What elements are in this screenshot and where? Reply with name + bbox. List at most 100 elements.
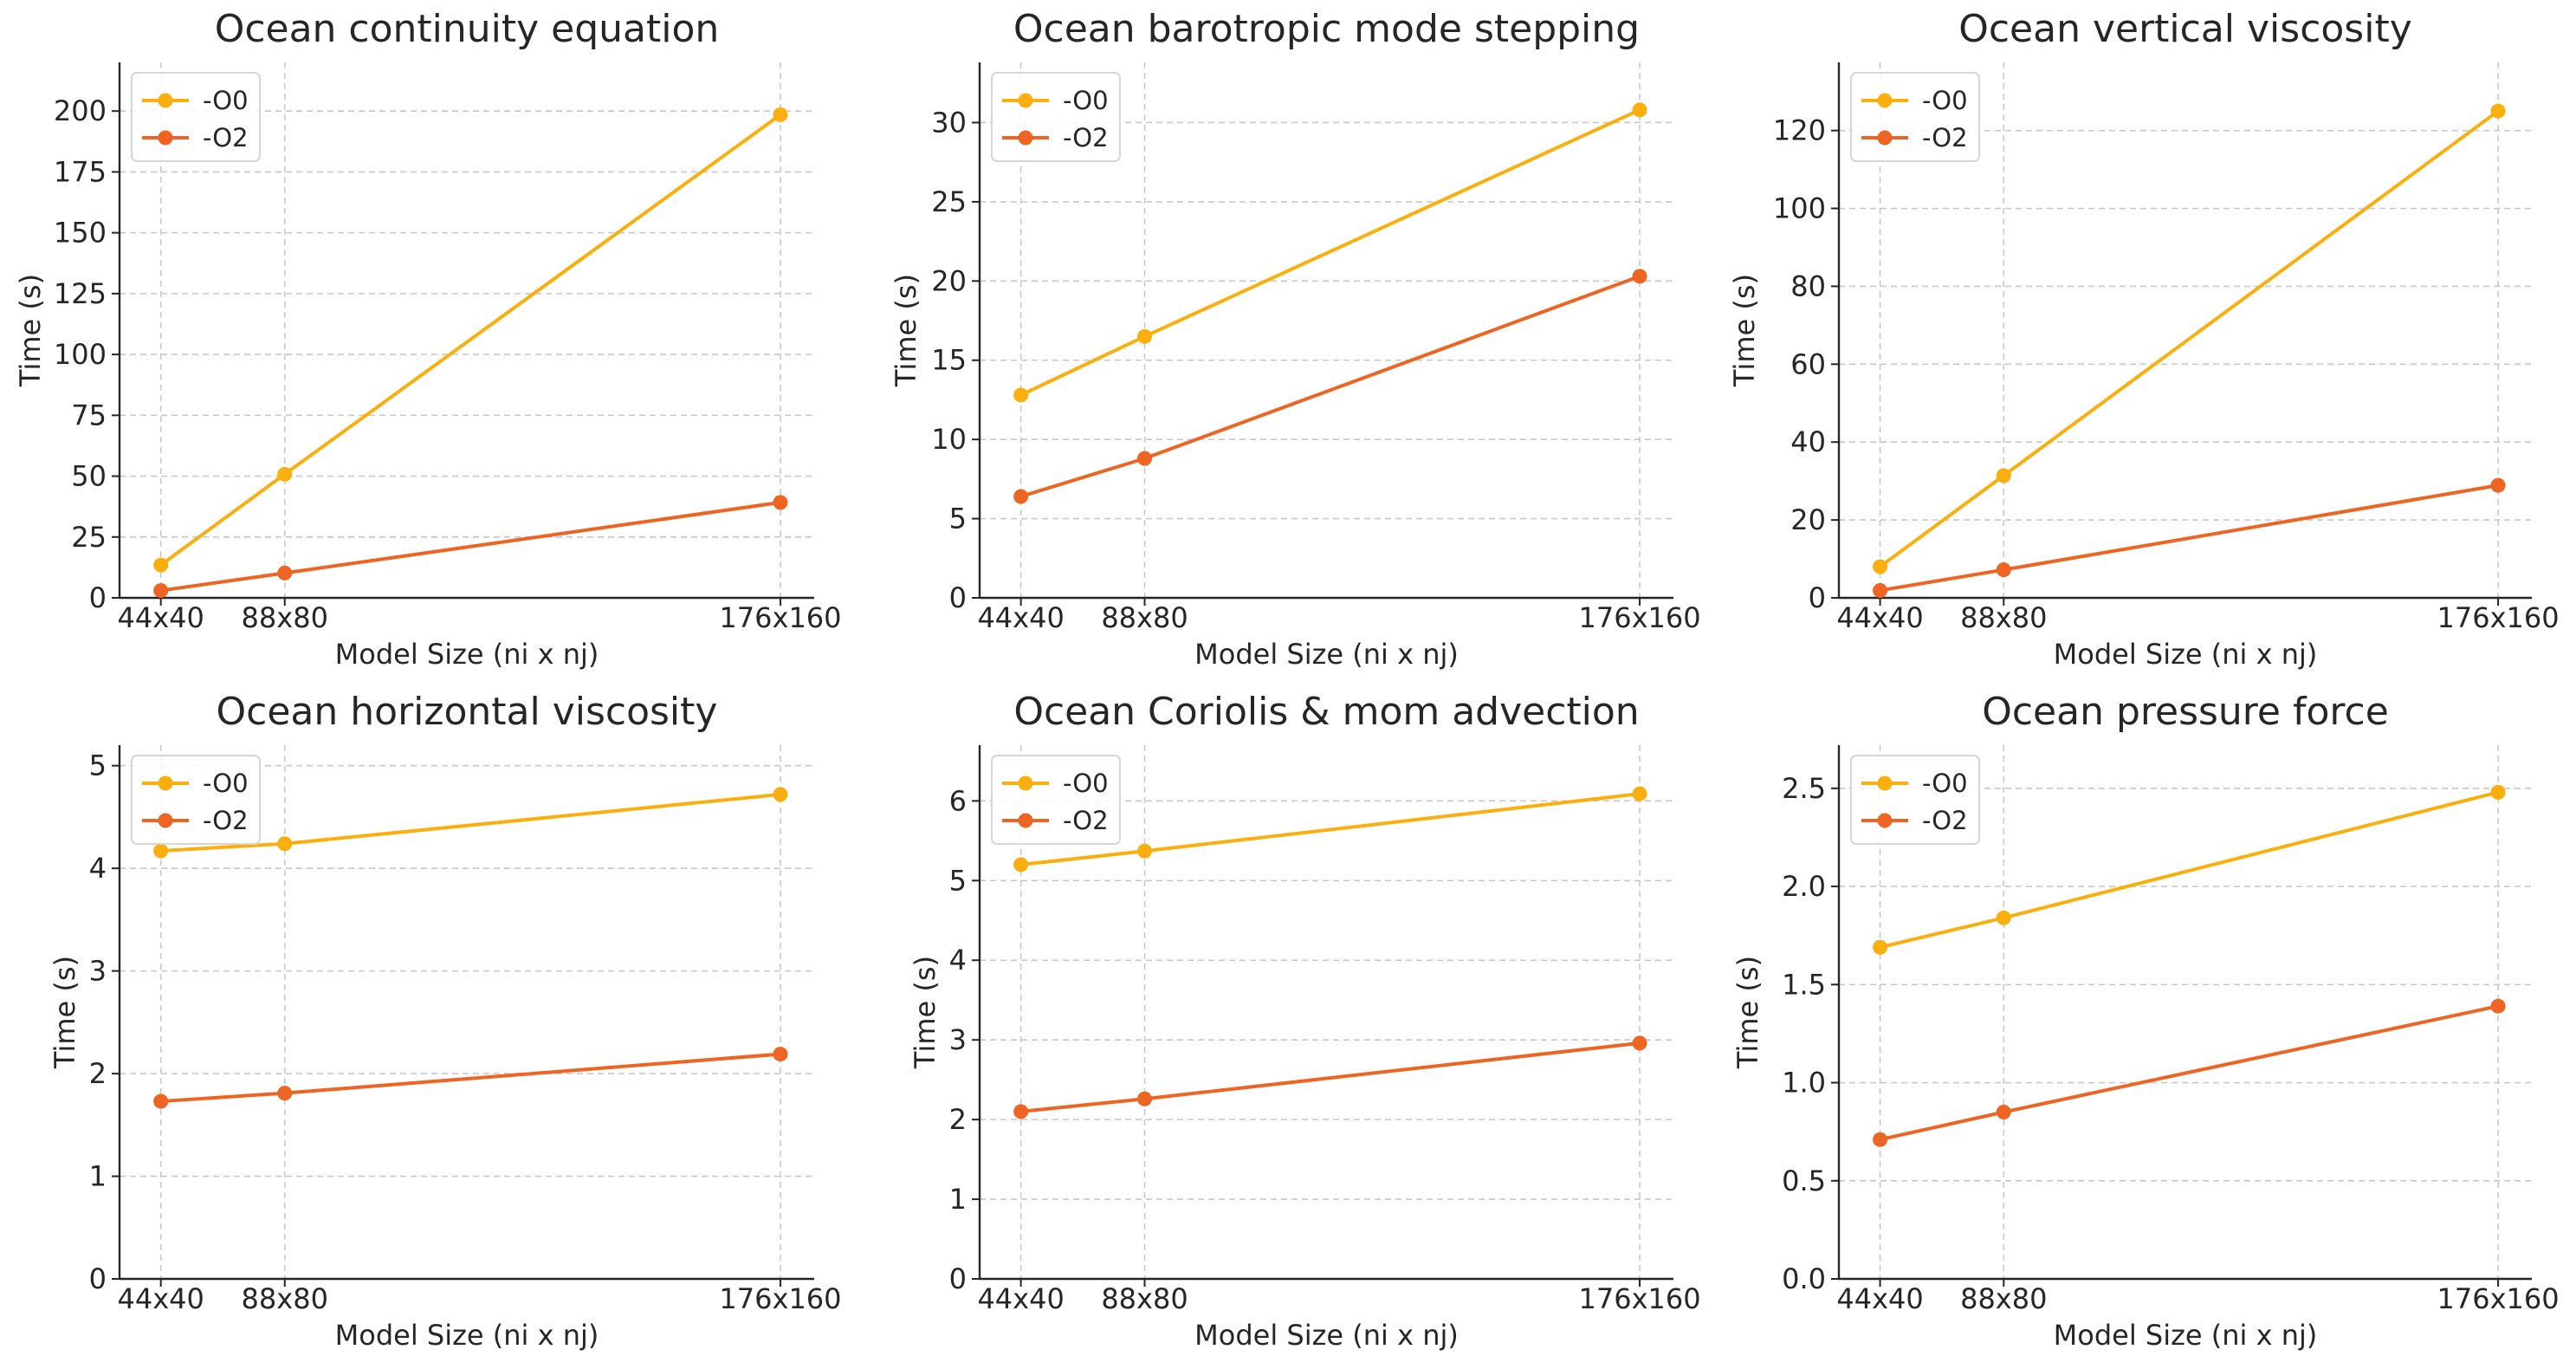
data-point-o0 [773,107,788,122]
x-tick-label: 44x40 [1836,601,1923,634]
legend: -O0-O2 [991,72,1121,162]
x-axis-label: Model Size (ni x nj) [2054,638,2318,671]
y-tick-label: 125 [54,277,107,310]
series-line-o2 [1880,1004,2499,1142]
legend-entry: -O2 [1922,123,1968,152]
y-axis-label: Time (s) [1731,956,1764,1069]
data-point-o2 [1996,1105,2011,1119]
x-tick-label: 176x160 [1578,601,1700,634]
y-tick-label: 6 [949,784,967,817]
data-point-o2 [1013,1104,1029,1119]
legend-swatch-marker [1877,775,1893,791]
legend: -O0-O2 [131,755,261,845]
x-tick-label: 176x160 [719,601,841,634]
legend-entry: -O2 [1063,806,1109,835]
legend-entry: -O2 [1922,806,1968,835]
data-point-o0 [1873,559,1888,574]
x-tick-label: 44x40 [117,601,204,634]
data-point-o0 [277,836,293,852]
series-line-o2 [160,500,781,593]
y-tick-label: 1 [89,1160,107,1193]
data-point-o0 [1137,843,1153,859]
data-point-o2 [1632,269,1647,284]
series-line-o2 [1020,274,1641,498]
y-tick-label: 20 [931,264,967,297]
legend-swatch-marker [158,130,173,146]
chart-panel-6: 0.0 0.5 1.0 1.5 2.0 2.5 44x40 88x80 176x160 Ocean… [1731,690,2560,1352]
y-tick-label: 30 [931,106,967,139]
y-axis-label: Time (s) [49,956,81,1069]
y-tick-label: 0 [89,1262,107,1295]
data-point-o0 [1873,939,1888,955]
data-point-o2 [1137,451,1153,466]
legend-entry: -O0 [1922,86,1968,115]
legend-swatch-marker [158,93,173,108]
x-axis-label: Model Size (ni x nj) [1194,638,1459,671]
y-axis-label: Time (s) [909,956,942,1069]
legend-swatch-marker [1018,93,1033,108]
legend-entry: -O0 [1063,769,1109,798]
legend-swatch-marker [1018,813,1033,828]
y-tick-label: 75 [71,399,107,431]
x-tick-label: 88x80 [1960,1282,2047,1315]
chart-title: Ocean pressure force [1982,690,2389,734]
y-tick-label: 20 [1790,503,1826,536]
x-tick-label: 176x160 [2437,601,2560,634]
series-line-o0 [1879,109,2500,568]
chart-panel-5: 0 1 2 3 4 5 6 44x40 88x80 176x160 Ocean Coriolis &… [909,690,1701,1352]
chart-panel-3: 0 20 40 60 80 100 120 44x40 88x80 176x160 Ocean ve… [1728,7,2560,671]
x-tick-label: 44x40 [977,1282,1064,1315]
data-point-o0 [277,466,293,482]
y-tick-label: 25 [931,185,967,218]
series-line-o2 [1880,483,2499,593]
legend-entry: -O2 [1063,123,1109,152]
y-tick-label: 2.5 [1782,772,1826,805]
data-point-o2 [1137,1091,1153,1106]
data-point-o0 [2490,103,2506,119]
data-point-o2 [773,495,788,510]
y-tick-label: 100 [1773,192,1826,225]
x-tick-label: 88x80 [242,1282,328,1315]
legend-entry: -O0 [203,769,249,798]
chart-title: Ocean continuity equation [215,7,720,51]
legend: -O0-O2 [131,72,261,162]
y-tick-label: 5 [89,749,107,782]
data-point-o2 [1873,582,1888,598]
y-tick-label: 200 [54,94,107,127]
y-tick-label: 60 [1790,347,1826,380]
y-tick-label: 1 [949,1183,967,1216]
y-tick-label: 150 [54,217,107,250]
legend-swatch-marker [1877,93,1893,108]
y-tick-label: 3 [89,955,107,988]
legend-swatch-marker [1877,130,1893,146]
legend: -O0-O2 [1850,72,1980,162]
x-axis-label: Model Size (ni x nj) [335,638,599,671]
y-tick-label: 0 [89,581,107,614]
legend-entry: -O0 [1922,769,1968,798]
x-tick-label: 88x80 [242,601,328,634]
x-axis-label: Model Size (ni x nj) [335,1319,599,1352]
y-tick-label: 15 [931,344,967,377]
x-tick-label: 176x160 [2437,1282,2560,1315]
y-tick-label: 2 [89,1057,107,1090]
y-tick-label: 120 [1773,114,1826,147]
series-line-o2 [1020,1041,1641,1113]
legend-swatch-marker [158,775,173,791]
data-point-o2 [2490,998,2506,1014]
y-tick-label: 0 [949,1262,967,1295]
data-point-o0 [153,557,169,573]
legend-entry: -O0 [1063,86,1109,115]
chart-title: Ocean horizontal viscosity [217,690,718,734]
y-tick-label: 10 [931,423,967,456]
legend-swatch-marker [1877,813,1893,828]
data-point-o0 [2490,784,2506,800]
legend-entry: -O2 [203,806,249,835]
y-axis-label: Time (s) [890,274,922,387]
y-tick-label: 50 [71,460,107,493]
y-tick-label: 0 [949,581,967,614]
x-tick-label: 44x40 [977,601,1064,634]
y-axis-label: Time (s) [1728,274,1761,387]
data-point-o2 [2490,477,2506,493]
y-tick-label: 1.0 [1782,1067,1826,1100]
